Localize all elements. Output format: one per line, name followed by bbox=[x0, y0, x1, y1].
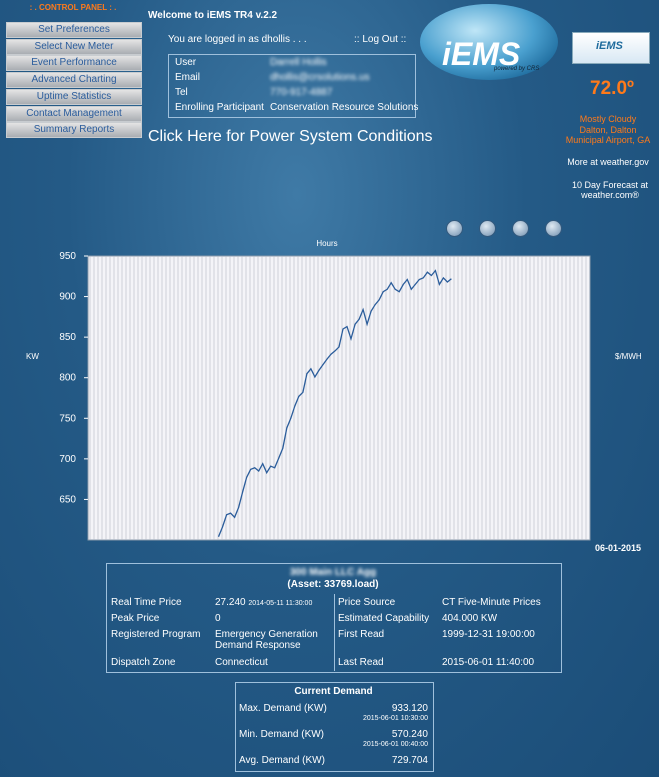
row-label: Last Read bbox=[338, 657, 384, 668]
row-value: 2015-06-01 11:40:00 bbox=[442, 657, 535, 668]
temperature: 72.0º bbox=[590, 78, 634, 99]
demand-time: 2015-06-01 10:30:00 bbox=[363, 715, 428, 722]
small-logo bbox=[572, 32, 650, 64]
info-label: Enrolling Participant bbox=[175, 102, 264, 113]
toolbar-button[interactable] bbox=[479, 220, 496, 237]
row-label: First Read bbox=[338, 629, 385, 640]
row-label: Registered Program bbox=[111, 629, 201, 640]
demand-value: 729.704 bbox=[391, 755, 428, 766]
row-value: 0 bbox=[215, 613, 221, 624]
row-label: Real Time Price bbox=[111, 597, 182, 608]
forecast-link[interactable]: 10 Day Forecast at weather.com® bbox=[571, 180, 649, 200]
info-value: 770-917-4887 bbox=[270, 87, 333, 98]
nav-button[interactable]: Event Performance bbox=[6, 55, 142, 72]
logo-tagline: powered by CRS bbox=[494, 66, 540, 72]
asset-id: (Asset: 33769.load) bbox=[287, 579, 379, 590]
demand-value: 570.240 bbox=[391, 729, 428, 740]
logo-globe bbox=[420, 4, 558, 80]
y-tick-label: 700 bbox=[59, 454, 76, 465]
info-label: Tel bbox=[175, 87, 188, 98]
user-info-box bbox=[168, 54, 416, 118]
nav-button[interactable]: Advanced Charting bbox=[6, 72, 142, 89]
logout-link[interactable]: :: Log Out :: bbox=[354, 34, 407, 45]
current-demand-table bbox=[235, 682, 434, 772]
info-value: Conservation Resource Solutions bbox=[270, 102, 419, 113]
nav-button[interactable]: Contact Management bbox=[6, 105, 142, 122]
row-label: Peak Price bbox=[111, 613, 160, 624]
control-panel-title: : . CONTROL PANEL : . bbox=[29, 3, 117, 12]
demand-time: 2015-06-01 00:40:00 bbox=[363, 741, 428, 748]
nav-button[interactable]: Uptime Statistics bbox=[6, 88, 142, 105]
y-tick-label: 900 bbox=[59, 292, 76, 303]
toolbar-button[interactable] bbox=[446, 220, 463, 237]
row-label: Dispatch Zone bbox=[111, 657, 176, 668]
location: Dalton, Dalton Municipal Airport, GA bbox=[565, 125, 651, 145]
y-tick-label: 800 bbox=[59, 373, 76, 384]
demand-label: Max. Demand (KW) bbox=[239, 703, 327, 714]
row-value: 1999-12-31 19:00:00 bbox=[442, 629, 535, 640]
line bbox=[217, 269, 452, 538]
condition: Mostly Cloudy bbox=[579, 114, 637, 124]
row-label: Price Source bbox=[338, 597, 396, 608]
y-tick-label: 950 bbox=[59, 251, 76, 262]
demand-label: Avg. Demand (KW) bbox=[239, 755, 325, 766]
row-value: 404.000 KW bbox=[442, 613, 498, 624]
y-axis-label: KW bbox=[26, 352, 39, 361]
demand-value: 933.120 bbox=[391, 703, 428, 714]
logged-in: You are logged in as dhollis . . . bbox=[168, 34, 307, 45]
y2-axis-label: $/MWH bbox=[615, 352, 642, 361]
row-label: Estimated Capability bbox=[338, 613, 430, 624]
current-demand-title: Current Demand bbox=[294, 686, 373, 697]
row-value: Emergency Generation Demand Response bbox=[215, 629, 318, 651]
toolbar-button[interactable] bbox=[512, 220, 529, 237]
chart-title: Hours bbox=[316, 239, 337, 248]
asset-table bbox=[106, 563, 562, 673]
row-value: CT Five-Minute Prices bbox=[442, 597, 541, 608]
chart: Hours KW $/MWH 06-01-2015 650 700 750 800 85… bbox=[26, 239, 642, 553]
timestamp: 2014-05-11 11:30:00 bbox=[248, 600, 313, 607]
weather-link[interactable]: More at weather.gov bbox=[567, 157, 649, 167]
date-label: 06-01-2015 bbox=[595, 543, 641, 553]
info-value: Darrell Hollis bbox=[270, 57, 327, 68]
logo-text: iEMS bbox=[442, 36, 521, 72]
nav-button[interactable]: Select New Meter bbox=[6, 38, 142, 55]
divider bbox=[334, 594, 335, 671]
welcome: Welcome to iEMS TR4 v.2.2 bbox=[148, 10, 278, 21]
nav-button[interactable]: Summary Reports bbox=[6, 122, 142, 139]
y-tick-label: 750 bbox=[59, 413, 76, 424]
info-label: Email bbox=[175, 72, 201, 83]
y-tick-label: 650 bbox=[59, 494, 76, 505]
nav-button[interactable]: Set Preferences bbox=[6, 22, 142, 38]
plot-area bbox=[87, 255, 591, 541]
row-value: 27.240 2014-05-11 11:30:00 bbox=[215, 597, 313, 608]
asset-title: 300 Main LLC Agg bbox=[289, 567, 377, 578]
y-tick-label: 850 bbox=[59, 332, 76, 343]
row-value: Connecticut bbox=[215, 657, 268, 668]
small-logo-text: iEMS bbox=[596, 40, 623, 52]
info-label: User bbox=[175, 57, 197, 68]
power-link[interactable]: Click Here for Power System Conditions bbox=[148, 128, 433, 145]
demand-label: Min. Demand (KW) bbox=[239, 729, 325, 740]
info-value: dhollis@crsolutions.us bbox=[270, 72, 370, 83]
toolbar-button[interactable] bbox=[545, 220, 562, 237]
